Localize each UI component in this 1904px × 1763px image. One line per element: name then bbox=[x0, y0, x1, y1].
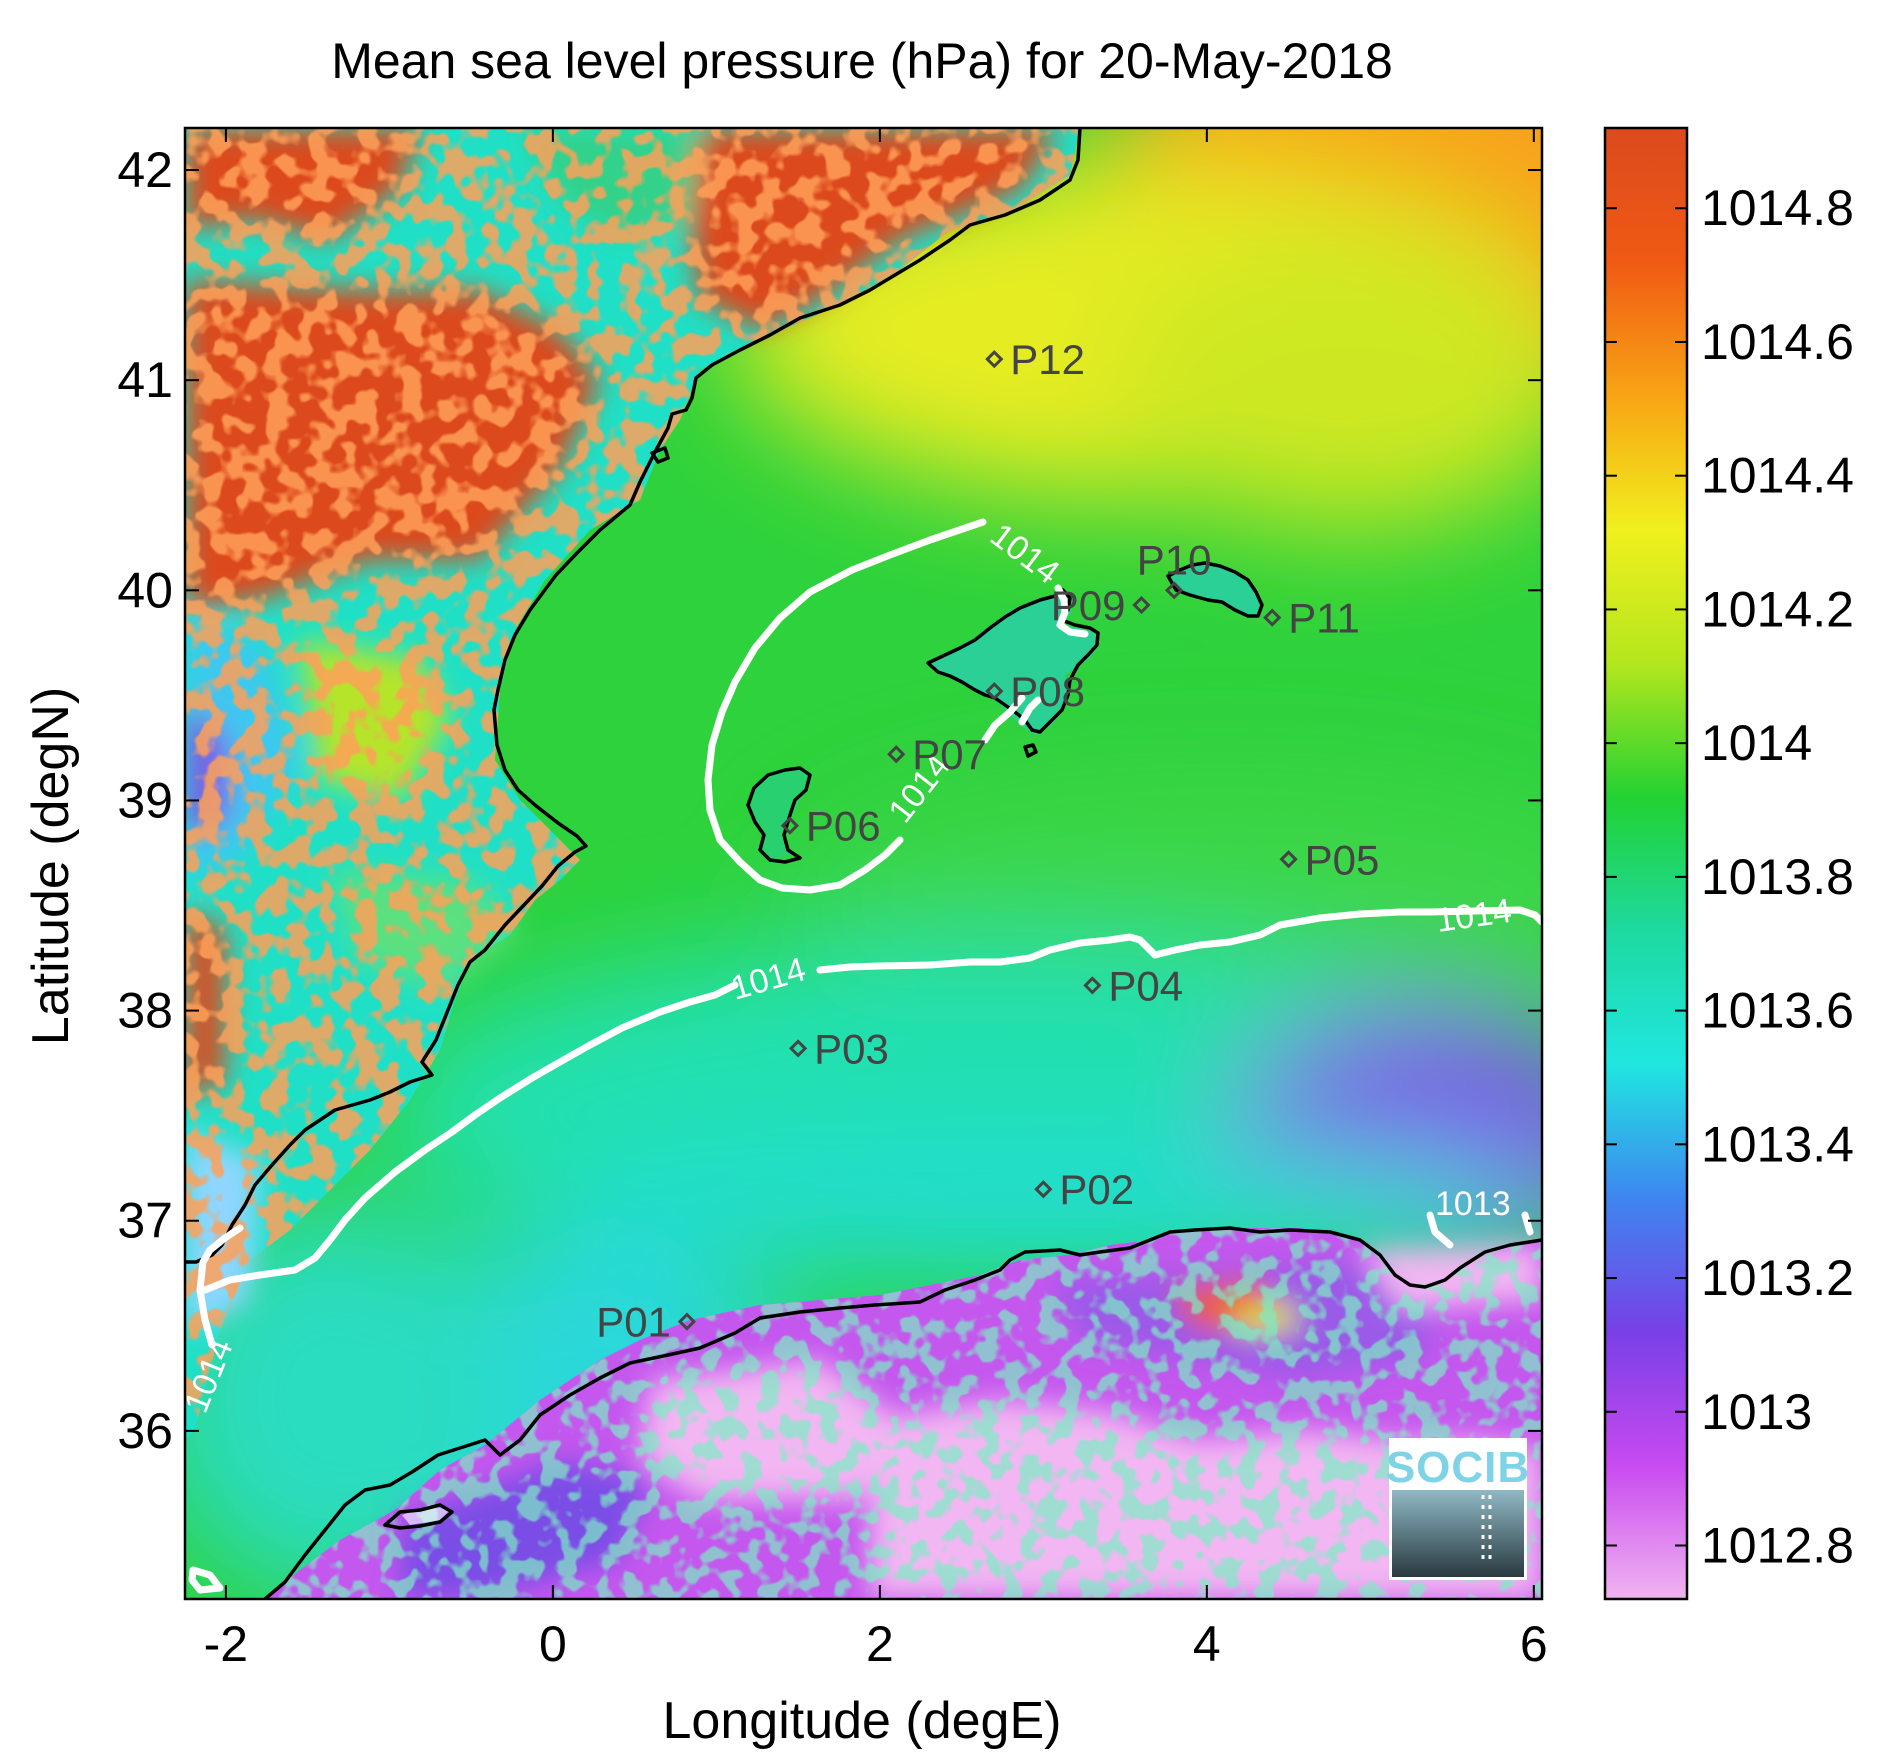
station-marker bbox=[780, 816, 800, 835]
coast-alboran bbox=[383, 1503, 454, 1530]
y-axis-label: Latitude (degN) bbox=[22, 687, 80, 1045]
x-tick-label: -2 bbox=[204, 1616, 248, 1672]
x-tick-label: 6 bbox=[1520, 1616, 1548, 1672]
station-p03: P03 bbox=[788, 1025, 889, 1072]
contour-small-loop bbox=[188, 1566, 224, 1594]
station-label: P05 bbox=[1305, 836, 1380, 883]
contour-1014-segment-a bbox=[981, 694, 1026, 744]
y-tick-label: 41 bbox=[117, 352, 173, 408]
station-marker bbox=[1034, 1180, 1053, 1199]
station-marker bbox=[788, 1039, 808, 1058]
station-marker bbox=[1132, 595, 1151, 615]
colorbar-tick-label: 1014.2 bbox=[1701, 581, 1854, 637]
station-marker bbox=[887, 745, 906, 764]
station-label: P10 bbox=[1137, 536, 1212, 583]
contour-1013-east-right bbox=[1521, 1211, 1534, 1236]
island-menorca-fill bbox=[1170, 565, 1262, 618]
map-title: Mean sea level pressure (hPa) for 20-May… bbox=[331, 33, 1393, 89]
logo-sea-panel bbox=[1392, 1490, 1524, 1577]
colorbar-tick-label: 1013.6 bbox=[1701, 983, 1854, 1039]
contour-label: 1013 bbox=[1435, 1185, 1511, 1223]
x-axis-label: Longitude (degE) bbox=[663, 1692, 1062, 1750]
coast-columbretes bbox=[650, 446, 670, 464]
station-label: P02 bbox=[1059, 1166, 1134, 1213]
contour-1013-east-left bbox=[1426, 1211, 1454, 1249]
station-p10: P10 bbox=[1137, 536, 1212, 600]
y-tick-label: 42 bbox=[117, 142, 173, 198]
station-label: P07 bbox=[912, 731, 987, 778]
contour-1014-segment-b bbox=[1018, 696, 1042, 726]
station-marker bbox=[1263, 608, 1282, 627]
contour-1014-south-east bbox=[816, 906, 1542, 974]
contour-1014-south-west bbox=[201, 981, 739, 1294]
contour-1014-far-west bbox=[196, 1224, 244, 1349]
station-marker bbox=[985, 350, 1004, 369]
alboran-island bbox=[402, 1505, 450, 1525]
colorbar-axis: 1012.8 1013 1013.2 1013.4 1013.6 1013.8 1014 10… bbox=[1605, 180, 1854, 1574]
coast-ibiza bbox=[746, 766, 812, 864]
station-marker bbox=[1279, 850, 1298, 869]
y-tick-label: 36 bbox=[117, 1403, 173, 1459]
x-tick-label: 0 bbox=[539, 1616, 567, 1672]
station-p02: P02 bbox=[1034, 1166, 1134, 1213]
contours bbox=[188, 518, 1542, 1594]
station-p05: P05 bbox=[1279, 836, 1380, 883]
station-label: P08 bbox=[1010, 668, 1085, 715]
colorbar-tick-label: 1014 bbox=[1701, 715, 1812, 771]
contour-1014-mallorca-north bbox=[1054, 584, 1089, 638]
station-p04: P04 bbox=[1083, 962, 1183, 1009]
y-tick-label: 39 bbox=[117, 772, 173, 828]
station-p01: P01 bbox=[596, 1299, 697, 1346]
x-axis: -2 0 2 4 6 bbox=[204, 128, 1548, 1672]
station-marker bbox=[677, 1312, 697, 1331]
island-mallorca-fill bbox=[928, 595, 1100, 735]
station-p11: P11 bbox=[1263, 595, 1360, 642]
y-tick-label: 40 bbox=[117, 562, 173, 618]
logo-text: SOCIB bbox=[1386, 1443, 1530, 1492]
map-frame bbox=[183, 126, 1544, 1601]
pressure-field: 1014 1014 1014 1014 1013 1014 P01P02P03P… bbox=[185, 128, 1542, 1599]
station-p12: P12 bbox=[985, 336, 1085, 383]
station-label: P11 bbox=[1288, 595, 1360, 642]
station-label: P03 bbox=[814, 1025, 889, 1072]
colorbar-tick-label: 1014.8 bbox=[1701, 180, 1854, 236]
station-label: P09 bbox=[1051, 582, 1126, 629]
station-label: P12 bbox=[1010, 336, 1085, 383]
station-marker bbox=[1083, 976, 1102, 995]
coast-iberia bbox=[185, 128, 1082, 1264]
colorbar-tick-label: 1013.2 bbox=[1701, 1250, 1854, 1306]
station-p08: P08 bbox=[985, 668, 1085, 715]
coast-cabrera bbox=[1023, 743, 1038, 758]
colorbar-tick-label: 1012.8 bbox=[1701, 1518, 1854, 1574]
station-p09: P09 bbox=[1051, 582, 1151, 629]
contour-1014-ibiza-ring bbox=[704, 518, 987, 894]
y-tick-label: 37 bbox=[117, 1193, 173, 1249]
station-label: P06 bbox=[806, 803, 881, 850]
socib-logo: SOCIB bbox=[1386, 1438, 1530, 1580]
station-label: P01 bbox=[596, 1299, 671, 1346]
coast-menorca bbox=[1166, 561, 1264, 618]
colorbar-tick-label: 1013.4 bbox=[1701, 1116, 1854, 1172]
colorbar-tick-label: 1013.8 bbox=[1701, 849, 1854, 905]
station-label: P04 bbox=[1108, 962, 1183, 1009]
station-p06: P06 bbox=[780, 803, 881, 850]
station-p07: P07 bbox=[887, 731, 987, 778]
coast-africa bbox=[263, 1226, 1542, 1599]
x-tick-label: 4 bbox=[1193, 1616, 1221, 1672]
colorbar bbox=[1603, 126, 1689, 1601]
station-marker bbox=[985, 682, 1004, 701]
colorbar-tick-label: 1014.4 bbox=[1701, 448, 1854, 504]
colorbar-tick-label: 1014.6 bbox=[1701, 314, 1854, 370]
station-marker bbox=[1165, 581, 1184, 600]
x-tick-label: 2 bbox=[866, 1616, 894, 1672]
colorbar-tick-label: 1013 bbox=[1701, 1384, 1812, 1440]
y-tick-label: 38 bbox=[117, 983, 173, 1039]
y-axis: 36 37 38 39 40 41 42 bbox=[117, 142, 1542, 1459]
